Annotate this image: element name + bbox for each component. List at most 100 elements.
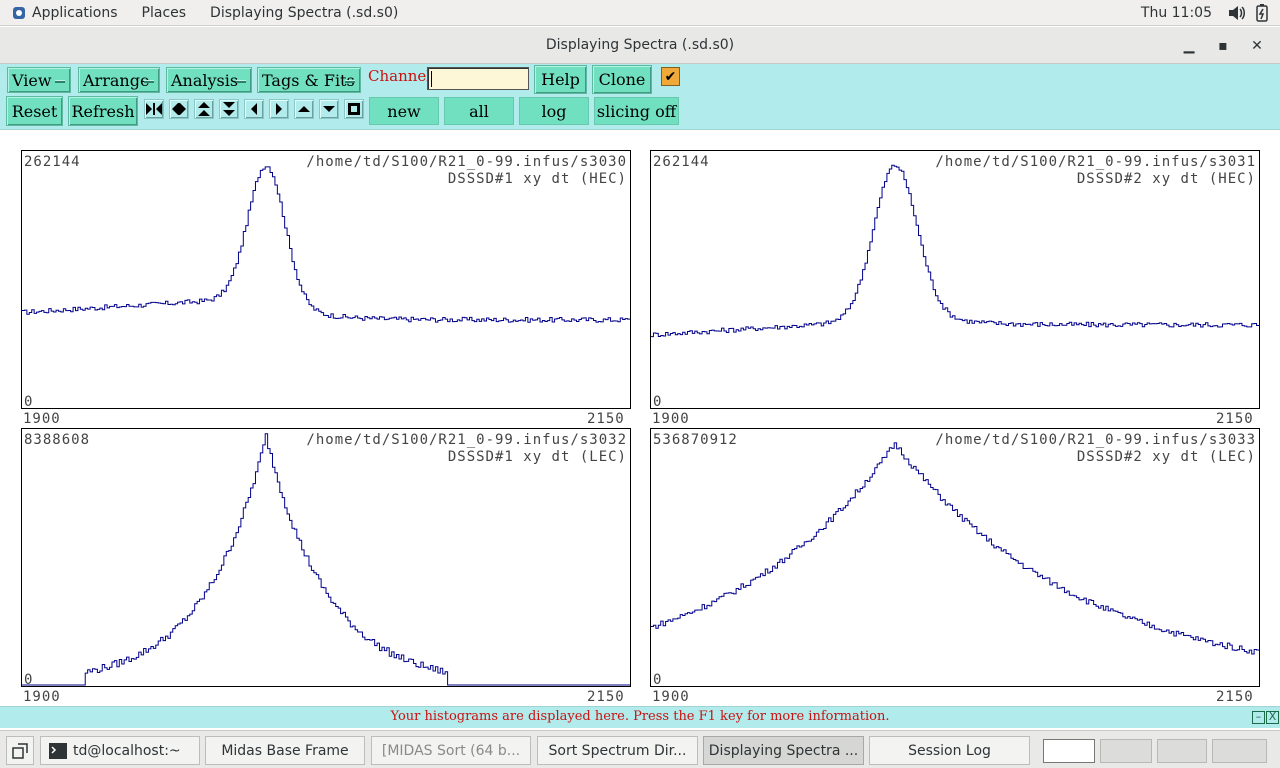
help-button[interactable]: Help [534,65,587,94]
y-max-label: 262144 [653,154,710,170]
minimize-button[interactable]: ▁ [1183,37,1195,54]
text-caret [431,71,432,87]
clone-button[interactable]: Clone [592,65,652,94]
taskbar-terminal[interactable]: td@localhost:~ [40,736,200,765]
log-button[interactable]: log [519,97,589,125]
refresh-button[interactable]: Refresh [68,96,138,126]
up-arrow-icon[interactable] [294,99,314,119]
histogram-panel[interactable]: 262144/home/td/S100/R21_0-99.infus/s3030… [21,150,631,410]
x-min-label: 1900 [23,411,61,427]
workspace-3[interactable] [1157,739,1207,763]
right-arrow-icon[interactable] [269,99,289,119]
status-bar: Your histograms are displayed here. Pres… [0,706,1280,728]
taskbar-displaying-spectra[interactable]: Displaying Spectra ... [703,736,864,765]
menu-indicator-icon [55,80,65,83]
top-panel: Applications Places Displaying Spectra (… [0,0,1280,26]
active-window-menu[interactable]: Displaying Spectra (.sd.s0) [198,0,410,26]
slicing-button[interactable]: slicing off [594,97,679,125]
checkbox[interactable]: ✔ [661,67,680,86]
taskbar-session-log[interactable]: Session Log [869,736,1030,765]
y-zero-label: 0 [24,672,33,688]
applications-icon [13,6,25,19]
status-message: Your histograms are displayed here. Pres… [390,709,890,724]
tags-fits-menu-button[interactable]: Tags & Fits [257,67,361,93]
spectrum-path-label: /home/td/S100/R21_0-99.infus/s3032 [306,432,627,448]
taskbar: td@localhost:~ Midas Base Frame [MIDAS S… [0,730,1280,768]
histogram-panel[interactable]: 262144/home/td/S100/R21_0-99.infus/s3031… [650,150,1260,410]
x-max-label: 2150 [1216,689,1254,705]
view-menu-button[interactable]: View [7,67,71,93]
show-desktop-icon [12,742,28,759]
histogram-frame [21,428,631,687]
channel-label: Channel: [368,67,437,85]
status-close-button[interactable]: X [1266,711,1279,724]
histogram-panel[interactable]: 536870912/home/td/S100/R21_0-99.infus/s3… [650,428,1260,688]
analysis-menu-button[interactable]: Analysis [166,67,252,93]
compress-vertical-icon[interactable] [219,99,239,119]
down-arrow-icon[interactable] [319,99,339,119]
places-label: Places [141,4,187,21]
spectrum-description-label: DSSSD#2 xy dt (LEC) [1077,449,1256,465]
expand-horizontal-icon[interactable] [144,99,164,119]
new-button[interactable]: new [369,97,439,125]
channel-input[interactable] [427,67,529,90]
spectrum-description-label: DSSSD#1 xy dt (LEC) [448,449,627,465]
y-zero-label: 0 [653,394,662,410]
stop-square-icon[interactable] [344,99,364,119]
maximize-button[interactable]: ▪ [1218,37,1228,54]
histogram-line [651,442,1259,655]
show-desktop-button[interactable] [6,736,34,765]
applications-label: Applications [32,4,118,21]
reset-button[interactable]: Reset [6,96,63,126]
arrange-menu-label: Arrange [83,70,150,90]
workspace-2[interactable] [1100,739,1152,763]
compress-horizontal-icon[interactable] [169,99,189,119]
plot-area[interactable]: 262144/home/td/S100/R21_0-99.infus/s3030… [0,130,1280,706]
histogram-line [22,166,630,323]
clock[interactable]: Thu 11:05 [1140,4,1212,21]
window-title-bar: Displaying Spectra (.sd.s0) ▁ ▪ ✕ [0,27,1280,64]
x-max-label: 2150 [1216,411,1254,427]
toolbar: View Arrange Analysis Tags & Fits Channe… [0,64,1280,130]
histogram-panel[interactable]: 8388608/home/td/S100/R21_0-99.infus/s303… [21,428,631,688]
x-min-label: 1900 [23,689,61,705]
y-zero-label: 0 [24,394,33,410]
histogram-frame [650,150,1260,409]
workspace-1[interactable] [1043,739,1095,763]
spectrum-description-label: DSSSD#1 xy dt (HEC) [448,171,627,187]
analysis-menu-label: Analysis [171,70,239,90]
x-max-label: 2150 [587,689,625,705]
window-title: Displaying Spectra (.sd.s0) [545,37,735,53]
menu-indicator-icon [144,80,154,83]
close-button[interactable]: ✕ [1251,37,1263,54]
tags-fits-menu-label: Tags & Fits [262,70,355,90]
y-max-label: 262144 [24,154,81,170]
arrange-menu-button[interactable]: Arrange [78,67,160,93]
status-minimize-button[interactable]: – [1252,711,1265,724]
spectrum-path-label: /home/td/S100/R21_0-99.infus/s3030 [306,154,627,170]
histogram-line [651,164,1259,338]
taskbar-midas-base[interactable]: Midas Base Frame [205,736,365,765]
y-max-label: 8388608 [24,432,90,448]
volume-icon [1229,5,1245,20]
taskbar-terminal-label: td@localhost:~ [73,742,181,759]
histogram-frame [21,150,631,409]
y-max-label: 536870912 [653,432,738,448]
spectrum-path-label: /home/td/S100/R21_0-99.infus/s3031 [935,154,1256,170]
all-button[interactable]: all [444,97,514,125]
view-menu-label: View [12,70,52,90]
system-tray[interactable] [1228,3,1268,22]
x-min-label: 1900 [652,411,690,427]
taskbar-sort-spectrum[interactable]: Sort Spectrum Dir... [537,736,698,765]
expand-vertical-icon[interactable] [194,99,214,119]
spectrum-path-label: /home/td/S100/R21_0-99.infus/s3033 [935,432,1256,448]
menu-indicator-icon [236,80,246,83]
battery-icon [1256,3,1268,22]
left-arrow-icon[interactable] [244,99,264,119]
applications-menu[interactable]: Applications [0,0,130,26]
x-min-label: 1900 [652,689,690,705]
menu-indicator-icon [345,80,355,83]
workspace-4[interactable] [1212,739,1267,763]
places-menu[interactable]: Places [130,0,199,26]
taskbar-midas-sort[interactable]: [MIDAS Sort (64 b... [371,736,531,765]
